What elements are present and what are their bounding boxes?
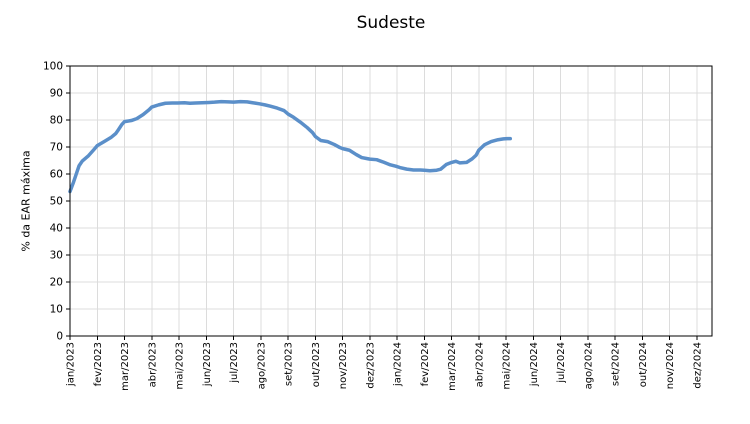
x-tick-label: mar/2024 [447,342,458,391]
y-tick-label: 50 [50,196,63,208]
y-tick-label: 100 [43,61,63,73]
x-tick-label: mar/2023 [120,342,131,391]
y-tick-label: 10 [50,304,63,316]
x-tick-label: nov/2024 [665,342,676,389]
y-tick-label: 30 [50,250,63,262]
y-tick-label: 60 [50,169,63,181]
x-tick-label: abr/2024 [474,342,485,387]
x-tick-label: jan/2023 [66,342,77,387]
x-tick-label: dez/2024 [693,342,704,389]
x-tick-label: fev/2023 [93,342,104,386]
tick-marks [66,65,698,340]
y-tick-label: 80 [50,115,63,127]
x-tick-label: out/2023 [311,342,322,387]
y-tick-label: 70 [50,142,63,154]
x-tick-label: jun/2024 [529,342,540,387]
x-tick-label: nov/2023 [338,342,349,389]
grid-lines [69,65,712,337]
y-tick-label: 0 [56,331,63,343]
x-tick-label: dez/2023 [365,342,376,389]
x-tick-label: jun/2023 [202,342,213,387]
x-tick-label: jul/2023 [229,342,240,384]
x-tick-label: mai/2023 [175,342,186,389]
x-tick-label: set/2024 [611,342,622,386]
x-tick-label: ago/2023 [256,342,267,389]
x-tick-label: mai/2024 [502,342,513,389]
x-tick-label: fev/2024 [420,342,431,386]
y-tick-labels: 0 10 20 30 40 50 60 70 80 90 100 [43,61,63,343]
chart-title: Sudeste [356,13,426,33]
x-tick-label: abr/2023 [147,342,158,387]
x-tick-label: ago/2024 [583,342,594,389]
x-tick-label: jul/2024 [556,342,567,384]
y-tick-label: 90 [50,88,63,100]
series-line-sudeste [68,99,513,194]
y-tick-label: 20 [50,277,63,289]
x-tick-label: jan/2024 [393,342,404,387]
x-tick-labels: jan/2023 fev/2023 mar/2023 abr/2023 mai/2023… [66,342,704,391]
y-axis-label: % da EAR máxima [19,150,33,252]
x-tick-label: set/2023 [284,342,295,386]
y-tick-label: 40 [50,223,63,235]
x-tick-label: out/2024 [638,342,649,387]
